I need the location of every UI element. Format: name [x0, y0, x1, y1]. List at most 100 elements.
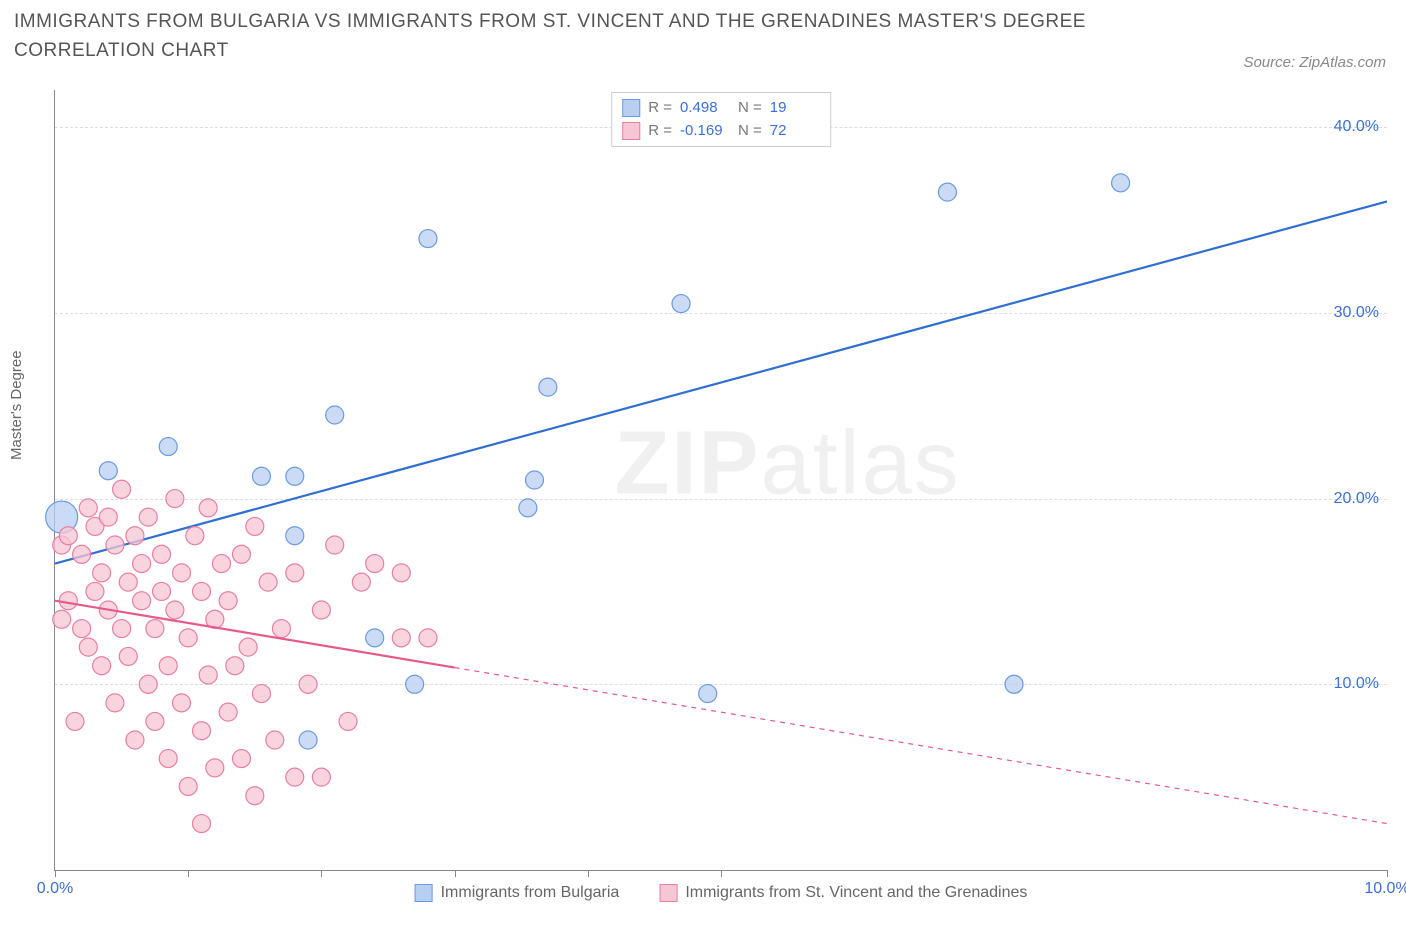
series-legend-label: Immigrants from St. Vincent and the Gren…	[685, 884, 1027, 902]
data-point-stvincent	[326, 536, 344, 554]
data-point-stvincent	[232, 545, 250, 563]
legend-swatch-icon	[659, 884, 677, 902]
data-point-stvincent	[286, 768, 304, 786]
data-point-stvincent	[86, 582, 104, 600]
data-point-stvincent	[339, 712, 357, 730]
data-point-stvincent	[239, 638, 257, 656]
legend-n-value: 19	[770, 97, 820, 120]
data-point-stvincent	[153, 582, 171, 600]
data-point-stvincent	[146, 712, 164, 730]
data-point-bulgaria	[406, 675, 424, 693]
data-point-stvincent	[219, 592, 237, 610]
data-point-bulgaria	[299, 731, 317, 749]
series-legend-label: Immigrants from Bulgaria	[441, 884, 620, 902]
data-point-stvincent	[259, 573, 277, 591]
x-tick-label: 0.0%	[37, 880, 73, 898]
data-point-stvincent	[392, 564, 410, 582]
data-point-stvincent	[66, 712, 84, 730]
legend-row-bulgaria: R =0.498N =19	[622, 97, 820, 120]
data-point-stvincent	[272, 620, 290, 638]
data-point-stvincent	[246, 517, 264, 535]
data-point-stvincent	[113, 480, 131, 498]
data-point-stvincent	[166, 601, 184, 619]
legend-n-label: N =	[738, 97, 762, 120]
data-point-stvincent	[113, 620, 131, 638]
legend-r-label: R =	[648, 120, 672, 143]
data-point-stvincent	[226, 657, 244, 675]
data-point-bulgaria	[326, 406, 344, 424]
data-point-stvincent	[73, 620, 91, 638]
data-point-stvincent	[133, 555, 151, 573]
data-point-stvincent	[133, 592, 151, 610]
data-point-bulgaria	[539, 378, 557, 396]
data-point-stvincent	[219, 703, 237, 721]
data-point-stvincent	[166, 490, 184, 508]
data-point-stvincent	[366, 555, 384, 573]
plot-area: ZIPatlas 10.0%20.0%30.0%40.0% 0.0%10.0% …	[54, 90, 1387, 871]
source-label: Source: ZipAtlas.com	[1243, 54, 1386, 71]
legend-swatch-icon	[415, 884, 433, 902]
data-point-stvincent	[199, 499, 217, 517]
data-point-bulgaria	[519, 499, 537, 517]
data-point-stvincent	[146, 620, 164, 638]
data-point-stvincent	[312, 601, 330, 619]
data-point-stvincent	[79, 499, 97, 517]
x-tick	[321, 870, 322, 877]
x-tick	[1387, 870, 1388, 877]
data-point-stvincent	[119, 573, 137, 591]
data-point-stvincent	[119, 647, 137, 665]
trendline-dashed-stvincent	[455, 668, 1387, 824]
x-tick	[188, 870, 189, 877]
data-point-stvincent	[179, 629, 197, 647]
x-tick-label: 10.0%	[1364, 880, 1406, 898]
data-point-bulgaria	[1005, 675, 1023, 693]
series-legend-item-stvincent: Immigrants from St. Vincent and the Gren…	[659, 884, 1027, 902]
data-point-stvincent	[199, 666, 217, 684]
data-point-stvincent	[79, 638, 97, 656]
data-point-stvincent	[193, 815, 211, 833]
data-point-stvincent	[179, 777, 197, 795]
data-point-stvincent	[59, 592, 77, 610]
series-legend: Immigrants from Bulgaria Immigrants from …	[415, 884, 1028, 902]
data-point-stvincent	[53, 610, 71, 628]
data-point-stvincent	[246, 787, 264, 805]
data-point-stvincent	[159, 657, 177, 675]
data-point-stvincent	[93, 564, 111, 582]
x-tick	[455, 870, 456, 877]
data-point-stvincent	[266, 731, 284, 749]
legend-r-label: R =	[648, 97, 672, 120]
chart-title: IMMIGRANTS FROM BULGARIA VS IMMIGRANTS F…	[14, 8, 1206, 65]
plot-svg	[55, 90, 1387, 870]
x-tick	[588, 870, 589, 877]
data-point-bulgaria	[1112, 174, 1130, 192]
data-point-stvincent	[232, 750, 250, 768]
data-point-bulgaria	[938, 183, 956, 201]
legend-row-stvincent: R =-0.169N =72	[622, 120, 820, 143]
correlation-legend: R =0.498N =19R =-0.169N =72	[611, 92, 831, 147]
data-point-stvincent	[419, 629, 437, 647]
data-point-bulgaria	[286, 467, 304, 485]
data-point-stvincent	[186, 527, 204, 545]
data-point-bulgaria	[366, 629, 384, 647]
data-point-bulgaria	[699, 685, 717, 703]
y-axis-label: Master's Degree	[8, 350, 25, 460]
data-point-stvincent	[139, 508, 157, 526]
data-point-stvincent	[193, 722, 211, 740]
data-point-stvincent	[193, 582, 211, 600]
data-point-stvincent	[299, 675, 317, 693]
trendline-bulgaria	[55, 201, 1387, 563]
data-point-stvincent	[252, 685, 270, 703]
data-point-stvincent	[206, 759, 224, 777]
data-point-bulgaria	[286, 527, 304, 545]
data-point-stvincent	[126, 527, 144, 545]
data-point-stvincent	[93, 657, 111, 675]
series-legend-item-bulgaria: Immigrants from Bulgaria	[415, 884, 620, 902]
data-point-stvincent	[153, 545, 171, 563]
data-point-stvincent	[352, 573, 370, 591]
data-point-stvincent	[159, 750, 177, 768]
x-tick	[55, 870, 56, 877]
data-point-stvincent	[73, 545, 91, 563]
data-point-bulgaria	[419, 230, 437, 248]
data-point-stvincent	[139, 675, 157, 693]
data-point-stvincent	[312, 768, 330, 786]
